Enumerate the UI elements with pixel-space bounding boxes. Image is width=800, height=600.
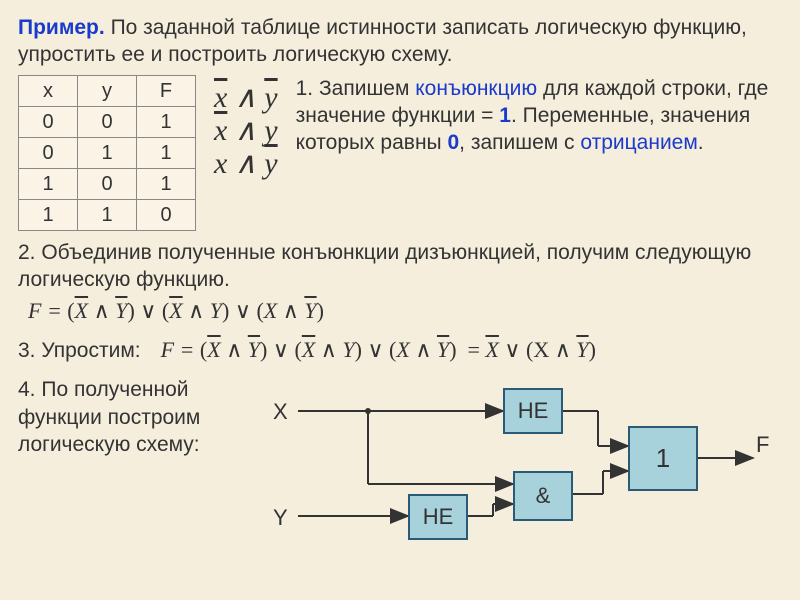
gate-not-y: НЕ xyxy=(408,494,468,540)
gate-not-x: НЕ xyxy=(503,388,563,434)
th-f: F xyxy=(137,75,196,106)
step3-label: 3. Упростим: xyxy=(18,337,141,364)
title-text: По заданной таблице истинности записать … xyxy=(18,16,747,66)
table-row: 101 xyxy=(19,168,196,199)
step1-text: 1. Запишем конъюнкцию для каждой строки,… xyxy=(296,75,782,231)
step4-text: 4. По полученной функции построим логиче… xyxy=(18,376,248,546)
title: Пример. По заданной таблице истинности з… xyxy=(18,14,782,69)
formula-disjunction: F = (X ∧ Y) ∨ (X ∧ Y) ∨ (X ∧ Y) xyxy=(28,297,782,326)
th-y: y xyxy=(78,75,137,106)
logic-diagram: X Y F НЕ НЕ & 1 xyxy=(258,376,782,546)
table-row: 110 xyxy=(19,199,196,230)
table-row: 001 xyxy=(19,106,196,137)
truth-table: x y F 001 011 101 110 xyxy=(18,75,196,231)
gate-or: 1 xyxy=(628,426,698,491)
label-x: X xyxy=(273,398,288,427)
table-row: 011 xyxy=(19,137,196,168)
th-x: x xyxy=(19,75,78,106)
conjunction-formulas: x ∧ y x ∧ y x ∧ y xyxy=(214,75,278,231)
formula-simplified: F = (X ∧ Y) ∨ (X ∧ Y) ∨ (X ∧ Y) = X ∨ (X… xyxy=(161,336,596,365)
gate-and: & xyxy=(513,471,573,521)
step2-text: 2. Объединив полученные конъюнкции дизъю… xyxy=(18,239,782,294)
label-y: Y xyxy=(273,504,288,533)
title-label: Пример. xyxy=(18,16,105,39)
label-f: F xyxy=(756,431,769,460)
